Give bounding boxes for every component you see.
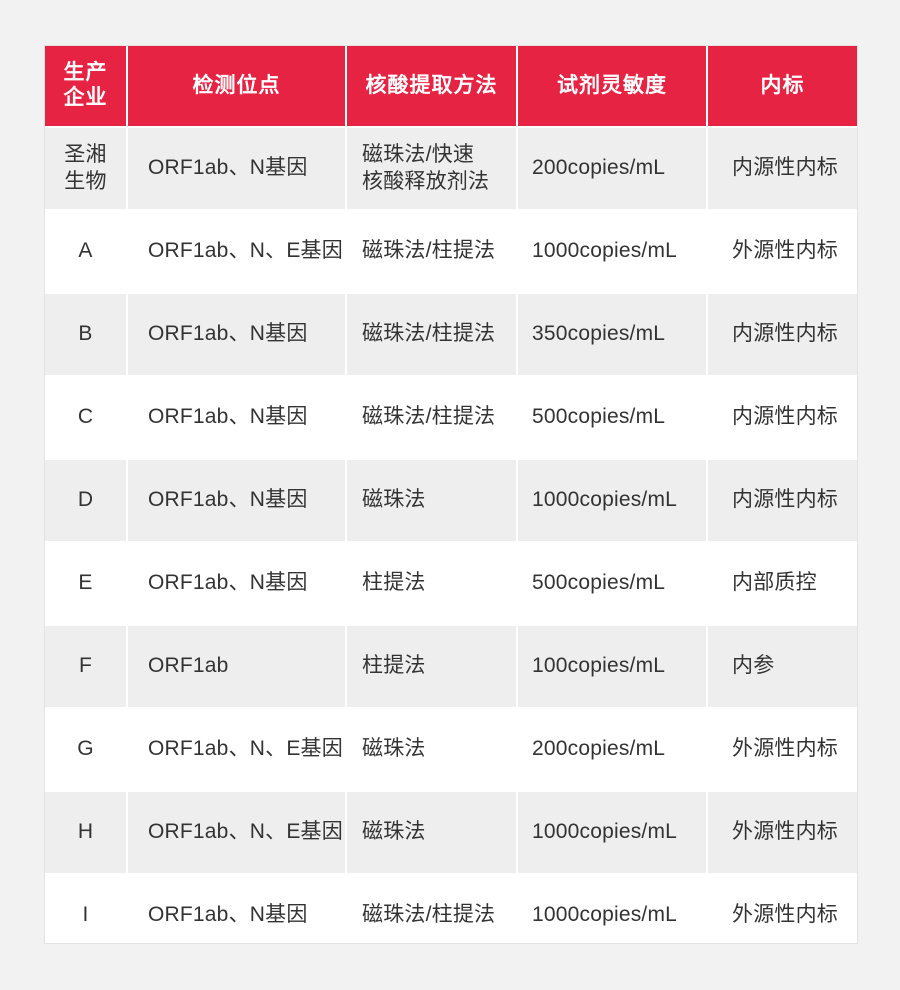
cell-internal-control: 内源性内标 xyxy=(708,377,857,460)
table-row: B ORF1ab、N基因 磁珠法/柱提法 350copies/mL 内源性内标 xyxy=(45,294,857,377)
cell-company: D xyxy=(45,460,128,543)
cell-sensitivity: 100copies/mL xyxy=(518,626,708,709)
table-row: C ORF1ab、N基因 磁珠法/柱提法 500copies/mL 内源性内标 xyxy=(45,377,857,460)
table-header-row: 生产 企业 检测位点 核酸提取方法 试剂灵敏度 内标 xyxy=(45,46,857,128)
cell-internal-control: 内源性内标 xyxy=(708,128,857,211)
cell-internal-control: 外源性内标 xyxy=(708,875,857,943)
cell-method: 磁珠法 xyxy=(347,709,518,792)
table-row: H ORF1ab、N、E基因 磁珠法 1000copies/mL 外源性内标 xyxy=(45,792,857,875)
table-row: E ORF1ab、N基因 柱提法 500copies/mL 内部质控 xyxy=(45,543,857,626)
column-header-target: 检测位点 xyxy=(128,46,347,128)
cell-company: 圣湘 生物 xyxy=(45,128,128,211)
cell-company: I xyxy=(45,875,128,943)
cell-method: 磁珠法 xyxy=(347,460,518,543)
cell-target: ORF1ab、N基因 xyxy=(128,460,347,543)
table-row: A ORF1ab、N、E基因 磁珠法/柱提法 1000copies/mL 外源性… xyxy=(45,211,857,294)
cell-internal-control: 外源性内标 xyxy=(708,792,857,875)
cell-method: 磁珠法/柱提法 xyxy=(347,377,518,460)
cell-target: ORF1ab、N、E基因 xyxy=(128,211,347,294)
cell-internal-control: 内部质控 xyxy=(708,543,857,626)
reagent-comparison-table: 生产 企业 检测位点 核酸提取方法 试剂灵敏度 内标 圣湘 生物 ORF1ab、… xyxy=(45,46,857,943)
cell-target: ORF1ab、N、E基因 xyxy=(128,709,347,792)
cell-target: ORF1ab、N基因 xyxy=(128,294,347,377)
cell-sensitivity: 500copies/mL xyxy=(518,543,708,626)
cell-company: E xyxy=(45,543,128,626)
cell-internal-control: 内参 xyxy=(708,626,857,709)
cell-target: ORF1ab、N基因 xyxy=(128,543,347,626)
cell-method: 柱提法 xyxy=(347,626,518,709)
cell-method: 磁珠法 xyxy=(347,792,518,875)
cell-internal-control: 内源性内标 xyxy=(708,294,857,377)
cell-target: ORF1ab、N基因 xyxy=(128,377,347,460)
table-card: 生产 企业 检测位点 核酸提取方法 试剂灵敏度 内标 圣湘 生物 ORF1ab、… xyxy=(44,45,858,944)
cell-method: 磁珠法/柱提法 xyxy=(347,211,518,294)
table-body: 圣湘 生物 ORF1ab、N基因 磁珠法/快速 核酸释放剂法 200copies… xyxy=(45,128,857,943)
column-header-internal-control: 内标 xyxy=(708,46,857,128)
cell-target: ORF1ab、N基因 xyxy=(128,128,347,211)
cell-company: G xyxy=(45,709,128,792)
cell-company: F xyxy=(45,626,128,709)
cell-company: H xyxy=(45,792,128,875)
table-row: F ORF1ab 柱提法 100copies/mL 内参 xyxy=(45,626,857,709)
cell-sensitivity: 1000copies/mL xyxy=(518,460,708,543)
cell-target: ORF1ab、N、E基因 xyxy=(128,792,347,875)
cell-method: 磁珠法/柱提法 xyxy=(347,294,518,377)
table-row: G ORF1ab、N、E基因 磁珠法 200copies/mL 外源性内标 xyxy=(45,709,857,792)
table-row: D ORF1ab、N基因 磁珠法 1000copies/mL 内源性内标 xyxy=(45,460,857,543)
table-row: I ORF1ab、N基因 磁珠法/柱提法 1000copies/mL 外源性内标 xyxy=(45,875,857,943)
cell-target: ORF1ab xyxy=(128,626,347,709)
cell-sensitivity: 1000copies/mL xyxy=(518,792,708,875)
table-header: 生产 企业 检测位点 核酸提取方法 试剂灵敏度 内标 xyxy=(45,46,857,128)
cell-company: C xyxy=(45,377,128,460)
cell-internal-control: 外源性内标 xyxy=(708,211,857,294)
cell-method: 磁珠法/柱提法 xyxy=(347,875,518,943)
cell-company: B xyxy=(45,294,128,377)
table-row: 圣湘 生物 ORF1ab、N基因 磁珠法/快速 核酸释放剂法 200copies… xyxy=(45,128,857,211)
column-header-company: 生产 企业 xyxy=(45,46,128,128)
column-header-sensitivity: 试剂灵敏度 xyxy=(518,46,708,128)
cell-sensitivity: 500copies/mL xyxy=(518,377,708,460)
cell-internal-control: 内源性内标 xyxy=(708,460,857,543)
cell-method: 柱提法 xyxy=(347,543,518,626)
cell-internal-control: 外源性内标 xyxy=(708,709,857,792)
cell-sensitivity: 200copies/mL xyxy=(518,709,708,792)
cell-sensitivity: 350copies/mL xyxy=(518,294,708,377)
cell-method: 磁珠法/快速 核酸释放剂法 xyxy=(347,128,518,211)
cell-sensitivity: 1000copies/mL xyxy=(518,211,708,294)
cell-sensitivity: 1000copies/mL xyxy=(518,875,708,943)
column-header-method: 核酸提取方法 xyxy=(347,46,518,128)
cell-target: ORF1ab、N基因 xyxy=(128,875,347,943)
cell-sensitivity: 200copies/mL xyxy=(518,128,708,211)
cell-company: A xyxy=(45,211,128,294)
